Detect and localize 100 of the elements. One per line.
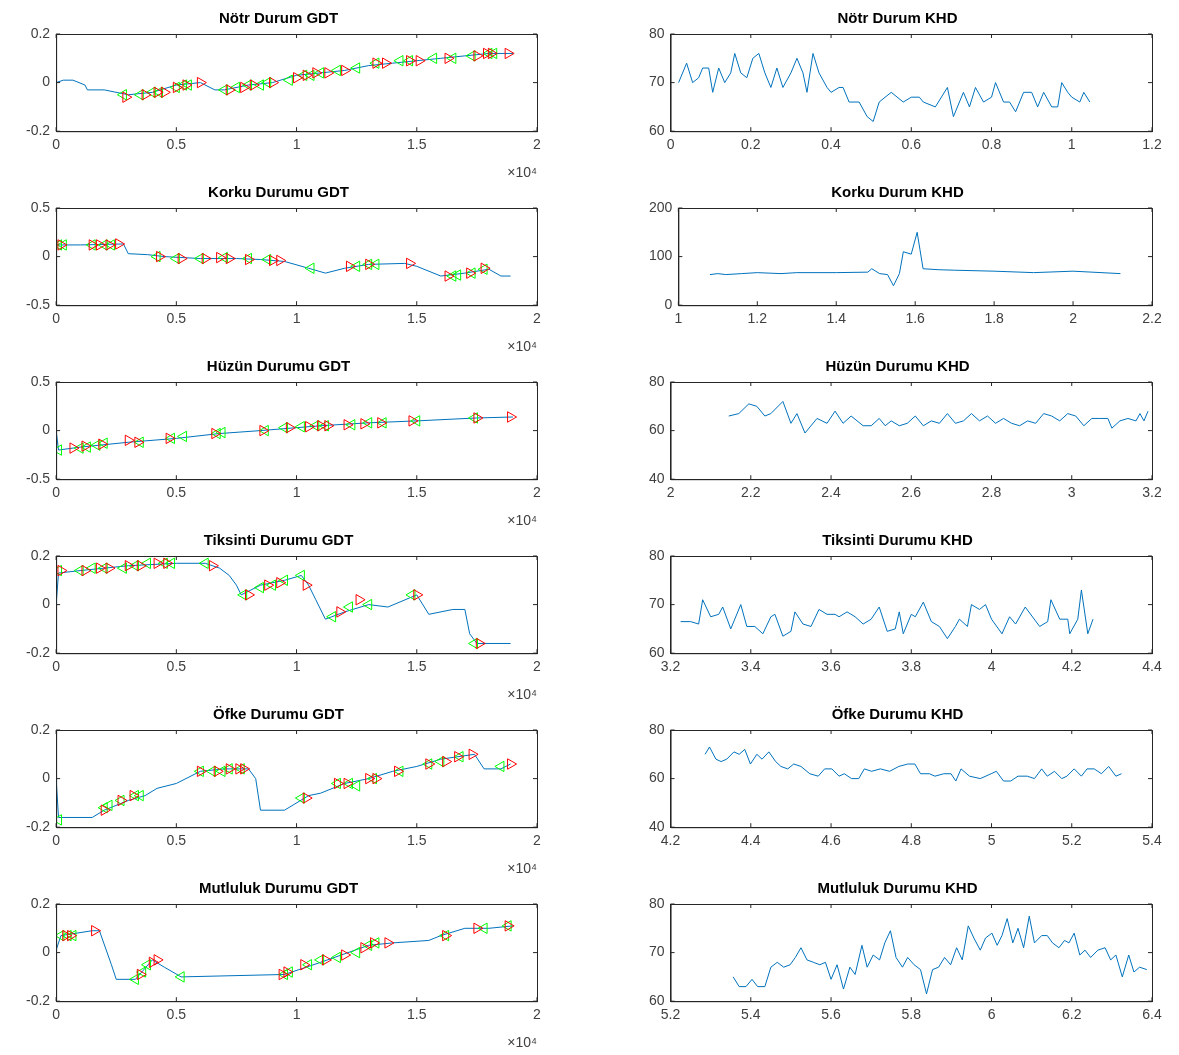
x-tick-label: 2.2 xyxy=(741,484,761,501)
y-tick-label: 80 xyxy=(648,720,665,737)
x-tick-label: 0.5 xyxy=(166,1006,187,1023)
y-tick-label: 60 xyxy=(648,122,665,139)
text: ×10⁴ xyxy=(507,1033,537,1050)
y-tick-label: 200 xyxy=(649,198,673,215)
x-tick-label: 2 xyxy=(533,484,542,501)
x-tick-label: 3 xyxy=(1067,484,1076,501)
point xyxy=(208,560,219,572)
x-tick-label: 4.2 xyxy=(660,832,681,849)
x-tick-label: 1 xyxy=(292,1006,301,1023)
x-tick-label: 1 xyxy=(292,832,301,849)
y-tick-label: 0 xyxy=(42,943,51,960)
x-tick-label: 3.8 xyxy=(901,658,922,675)
point xyxy=(198,557,209,569)
point xyxy=(342,601,353,613)
x-tick-label: 1 xyxy=(292,484,301,501)
x-tick-label: 3.2 xyxy=(1142,484,1162,501)
x-tick-label: 1.2 xyxy=(747,310,768,327)
x-tick-label: 1.5 xyxy=(407,1006,427,1023)
y-tick-label: 60 xyxy=(648,992,665,1009)
point xyxy=(153,557,164,569)
x-tick-label: 2.4 xyxy=(821,484,841,501)
x-tick-label: 1 xyxy=(292,136,301,153)
point xyxy=(105,562,116,574)
y-tick-label: -0.2 xyxy=(26,122,51,139)
x-tick-label: 0.5 xyxy=(166,484,187,501)
point xyxy=(244,589,255,601)
x-tick-label: 3.2 xyxy=(660,658,681,675)
text: ×10⁴ xyxy=(507,685,537,702)
point xyxy=(81,564,92,577)
x-tick-label: 5.2 xyxy=(660,1006,681,1023)
point xyxy=(451,269,462,281)
y-tick-label: 0 xyxy=(42,73,51,90)
x-tick-label: 0.5 xyxy=(166,310,187,327)
x-tick-label: 4.6 xyxy=(821,832,841,849)
y-tick-label: 40 xyxy=(648,818,665,835)
x-tick-label: 6 xyxy=(987,1006,996,1023)
chart-title: Hüzün Durumu KHD xyxy=(825,357,970,375)
x-tick-label: 5 xyxy=(987,832,996,849)
y-tick-label: 0.5 xyxy=(30,198,51,215)
y-tick-label: 0.2 xyxy=(30,894,51,911)
x-tick-label: 2.8 xyxy=(981,484,1002,501)
x-tick-label: 4.2 xyxy=(1062,658,1082,675)
x-tick-label: 1.2 xyxy=(1142,136,1162,153)
x-tick-label: 2.2 xyxy=(1142,310,1162,327)
point xyxy=(225,252,236,265)
point xyxy=(115,238,126,250)
y-tick-label: 0 xyxy=(42,421,51,438)
x-tick-label: 1 xyxy=(292,658,301,675)
y-tick-label: 80 xyxy=(648,894,665,911)
point xyxy=(261,253,272,266)
point xyxy=(369,258,380,271)
point xyxy=(467,637,478,650)
chart-title: Nötr Durum GDT xyxy=(218,9,339,27)
y-tick-label: -0.5 xyxy=(26,470,51,487)
chart-title: Öfke Durumu GDT xyxy=(213,705,344,723)
x-tick-label: 6.2 xyxy=(1062,1006,1082,1023)
point xyxy=(237,589,248,601)
point xyxy=(254,581,264,594)
x-tick-label: 0.8 xyxy=(981,136,1002,153)
text: ×10⁴ xyxy=(507,163,537,180)
x-tick-label: 1.5 xyxy=(407,484,427,501)
y-tick-label: -0.2 xyxy=(26,992,51,1009)
y-tick-label: -0.2 xyxy=(26,644,51,661)
point xyxy=(177,252,188,265)
y-tick-label: 80 xyxy=(648,24,665,41)
x-tick-label: 1.5 xyxy=(407,136,427,153)
x-tick-label: 4 xyxy=(987,658,996,675)
x-tick-label: 0.5 xyxy=(166,136,187,153)
point xyxy=(304,262,315,274)
y-tick-label: 0 xyxy=(42,247,51,264)
x-tick-label: 2 xyxy=(1069,310,1078,327)
point xyxy=(269,254,280,267)
y-tick-label: 0.2 xyxy=(30,720,51,737)
chart-title: Mutluluk Durumu KHD xyxy=(817,879,978,897)
chart-title: Korku Durumu GDT xyxy=(208,183,349,201)
x-tick-label: 1.4 xyxy=(826,310,847,327)
point xyxy=(201,252,212,265)
text: ×10⁴ xyxy=(507,511,537,528)
chart-title: Nötr Durum KHD xyxy=(837,9,958,27)
x-tick-label: 5.8 xyxy=(901,1006,922,1023)
y-tick-label: 0 xyxy=(664,296,673,313)
point xyxy=(124,560,135,572)
x-tick-label: 5.6 xyxy=(821,1006,841,1023)
x-tick-label: 0.6 xyxy=(901,136,922,153)
x-tick-label: 3.6 xyxy=(821,658,841,675)
chart-title: Tiksinti Durumu KHD xyxy=(822,531,973,549)
point xyxy=(405,589,416,601)
x-tick-label: 0.5 xyxy=(166,832,187,849)
y-tick-label: 0 xyxy=(42,595,51,612)
x-tick-label: 3.4 xyxy=(741,658,761,675)
y-tick-label: 70 xyxy=(648,595,665,612)
x-tick-label: 5.4 xyxy=(741,1006,761,1023)
x-tick-label: 0.5 xyxy=(166,658,187,675)
x-tick-label: 1.8 xyxy=(984,310,1005,327)
point xyxy=(350,260,361,273)
y-tick-label: 70 xyxy=(648,943,665,960)
point xyxy=(276,254,287,267)
point xyxy=(57,564,68,577)
